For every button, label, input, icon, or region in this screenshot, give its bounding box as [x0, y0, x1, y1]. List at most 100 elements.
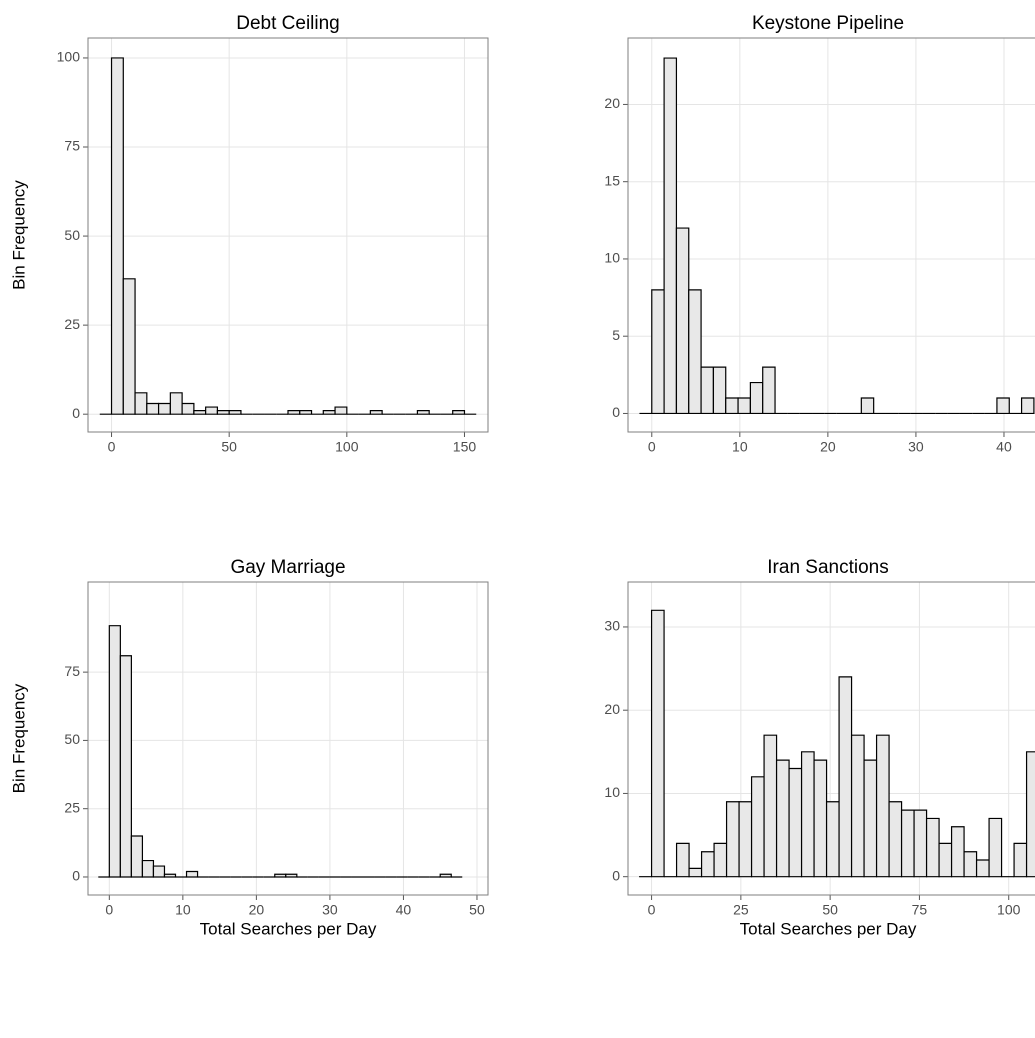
y-tick-label: 20: [604, 701, 620, 717]
bar: [712, 366, 727, 415]
bar: [157, 402, 171, 415]
x-tick-label: 0: [108, 439, 116, 455]
panel-border: [627, 37, 1035, 433]
y-tick-label: 15: [604, 172, 620, 188]
x-axis-label: Total Searches per Day: [740, 919, 917, 938]
bar: [439, 873, 452, 878]
bar: [1020, 397, 1035, 415]
x-tick-label: 75: [912, 902, 928, 918]
bar: [749, 381, 764, 415]
x-tick-label: 20: [820, 439, 836, 455]
bar: [663, 57, 678, 415]
bar: [675, 842, 690, 878]
bar: [762, 366, 776, 415]
y-tick-label: 25: [64, 316, 80, 332]
bar: [750, 776, 765, 878]
y-tick-label: 0: [612, 867, 620, 883]
bar: [688, 867, 703, 878]
chart-title: Keystone Pipeline: [752, 13, 904, 34]
panel-border: [87, 581, 489, 896]
bar: [825, 801, 840, 878]
bar: [813, 759, 828, 878]
bar: [950, 826, 965, 878]
bar: [650, 609, 665, 878]
x-tick-label: 150: [453, 439, 477, 455]
x-tick-label: 50: [221, 439, 237, 455]
y-tick-label: 0: [72, 868, 80, 884]
bar: [205, 406, 219, 415]
y-tick-label: 0: [612, 404, 620, 420]
y-tick-label: 25: [64, 799, 80, 815]
y-tick-label: 75: [64, 663, 80, 679]
x-tick-label: 30: [908, 439, 924, 455]
bar: [788, 767, 803, 878]
panel-background: [88, 582, 488, 895]
bar: [169, 392, 183, 415]
bar: [725, 801, 740, 878]
bar: [134, 392, 148, 415]
bar: [1013, 842, 1028, 878]
bar: [860, 397, 875, 415]
bar: [925, 817, 940, 878]
panel-background: [88, 38, 488, 432]
x-tick-label: 20: [249, 902, 265, 918]
x-tick-label: 25: [733, 902, 749, 918]
bar: [651, 289, 665, 415]
bar: [122, 278, 136, 415]
y-axis-label: Bin Frequency: [9, 180, 28, 290]
bar: [763, 734, 778, 878]
bar: [737, 397, 751, 415]
y-tick-label: 30: [604, 618, 620, 634]
x-tick-label: 100: [335, 439, 359, 455]
y-tick-label: 100: [57, 49, 81, 65]
x-tick-label: 50: [469, 902, 485, 918]
bar: [216, 410, 230, 415]
bar: [108, 625, 121, 878]
bar: [863, 759, 878, 878]
y-tick-label: 10: [604, 784, 620, 800]
bar: [938, 842, 953, 878]
bar: [725, 397, 739, 415]
bar: [322, 410, 336, 415]
bar: [287, 410, 301, 415]
bar: [875, 734, 890, 878]
y-tick-label: 50: [64, 731, 80, 747]
bar: [193, 410, 207, 415]
y-tick-label: 50: [64, 227, 80, 243]
bar: [452, 410, 466, 415]
bar: [688, 289, 702, 415]
bar: [800, 751, 815, 878]
x-tick-label: 50: [822, 902, 838, 918]
x-tick-label: 30: [322, 902, 338, 918]
bar: [334, 406, 348, 415]
bar: [119, 655, 132, 878]
bar: [988, 817, 1003, 878]
bar: [996, 397, 1010, 415]
x-tick-label: 100: [997, 902, 1021, 918]
bar: [700, 851, 715, 878]
bar: [416, 410, 430, 415]
bar: [163, 873, 177, 878]
y-tick-label: 20: [604, 95, 620, 111]
y-axis-label: Bin Frequency: [9, 683, 28, 793]
x-tick-label: 0: [648, 902, 656, 918]
y-tick-label: 75: [64, 138, 80, 154]
bar: [963, 851, 978, 878]
bar: [850, 734, 865, 878]
y-tick-label: 0: [72, 405, 80, 421]
bar: [285, 873, 298, 878]
x-tick-label: 0: [648, 439, 656, 455]
bar: [775, 759, 790, 878]
x-tick-label: 40: [996, 439, 1012, 455]
bar: [228, 410, 242, 415]
panel-border: [87, 37, 489, 433]
bar: [913, 809, 928, 878]
panel-border: [627, 581, 1035, 896]
bar: [152, 865, 166, 878]
x-tick-label: 10: [732, 439, 748, 455]
bar: [299, 410, 313, 415]
bar: [141, 859, 155, 878]
bar: [900, 809, 915, 878]
x-tick-label: 10: [175, 902, 191, 918]
